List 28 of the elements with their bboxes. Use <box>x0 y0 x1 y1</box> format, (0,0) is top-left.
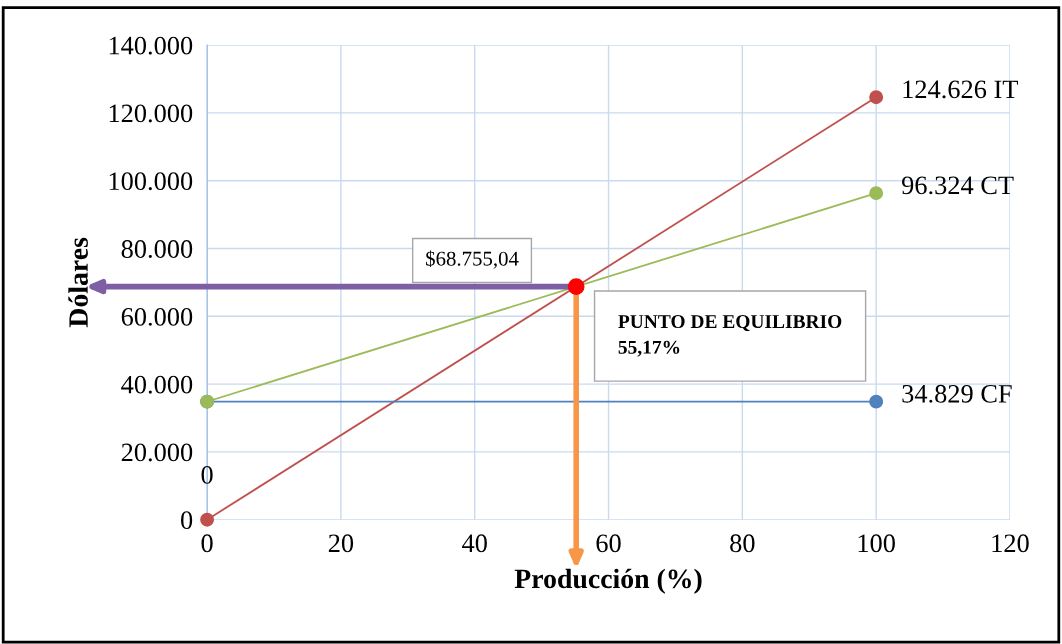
point <box>567 278 585 295</box>
point <box>869 394 884 409</box>
y-tick-label: 20.000 <box>121 443 193 462</box>
y-axis-title: Dólares <box>68 237 88 328</box>
data-label: 124.626 IT <box>903 80 1018 99</box>
y-tick-label: 80.000 <box>121 240 193 259</box>
point <box>200 512 215 527</box>
point <box>869 186 884 201</box>
data-label: 96.324 CT <box>902 176 1014 195</box>
y-tick-label: 40.000 <box>121 375 193 394</box>
y-tick-label: 60.000 <box>121 307 193 326</box>
x-tick-label: 120 <box>992 534 1029 553</box>
data-label: 34.829 CF <box>902 384 1012 403</box>
y-tick-label: 120.000 <box>109 104 193 123</box>
point <box>869 90 884 105</box>
annotation: $68.755,04 <box>426 250 519 269</box>
x-tick-label: 40 <box>462 534 487 553</box>
y-tick-label: 0 <box>181 511 193 530</box>
x-axis-title: Producción (%) <box>514 568 702 594</box>
x-tick-label: 0 <box>201 534 213 553</box>
y-tick-label: 100.000 <box>109 172 193 191</box>
x-tick-label: 80 <box>730 534 755 553</box>
x-tick-label: 20 <box>328 534 354 553</box>
x-tick-label: 60 <box>596 534 621 553</box>
data-label: 0 <box>201 465 213 484</box>
x-tick-label: 100 <box>858 534 895 553</box>
y-tick-label: 140.000 <box>109 36 193 55</box>
annotation: PUNTO DE EQUILIBRIO 55,17% <box>618 315 842 357</box>
